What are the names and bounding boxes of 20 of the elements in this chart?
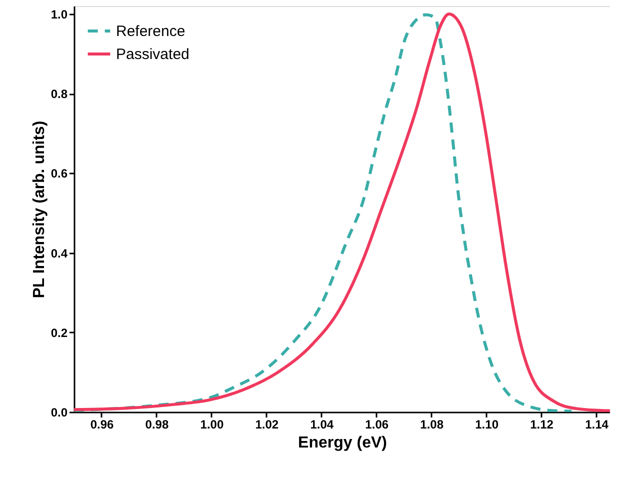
x-tick-label: 0.98 [145,418,169,432]
x-tick-label: 1.10 [475,418,499,432]
x-tick-label: 0.96 [90,418,114,432]
y-tick-label: 0.8 [50,87,68,102]
x-tick-label: 1.02 [255,418,279,432]
x-tick-label: 1.14 [585,418,609,432]
x-tick-label: 1.08 [420,418,444,432]
x-axis-title: Energy (eV) [298,434,387,452]
y-tick-label: 0.2 [50,326,68,340]
x-tick-label: 1.00 [200,418,224,432]
legend-label: Reference [116,23,186,40]
y-axis-title: PL Intensity (arb. units) [30,120,48,298]
y-tick-label: 0.0 [50,406,68,420]
x-tick-label: 1.06 [365,418,389,432]
y-tick-label: 0.4 [50,246,68,260]
legend-label: Passivated [116,46,190,63]
x-tick-label: 1.04 [310,418,334,432]
y-tick-label: 1.0 [50,7,68,22]
y-tick-label: 0.6 [50,166,68,181]
x-tick-label: 1.12 [530,418,554,432]
